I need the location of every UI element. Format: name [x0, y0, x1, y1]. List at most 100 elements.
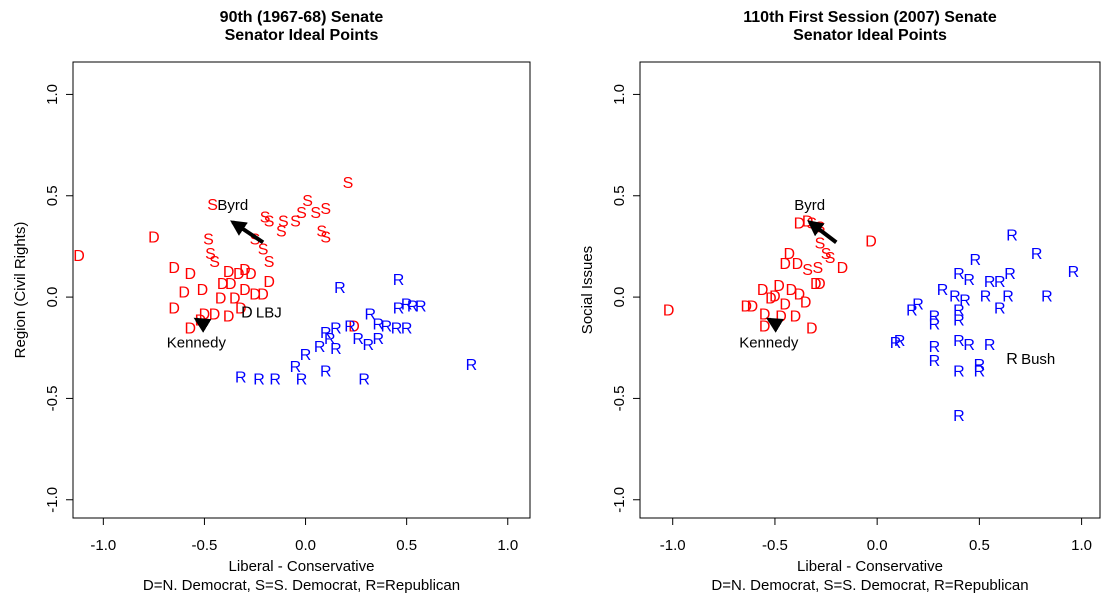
y-tick-label: 0.0	[44, 287, 61, 308]
point-letter: R	[373, 317, 385, 334]
plot-frame	[639, 61, 1101, 519]
point-letter: R	[1041, 288, 1053, 305]
point-letter: D	[757, 282, 769, 299]
point-letter: S	[310, 205, 321, 222]
point-letter: R	[963, 337, 975, 354]
point-letter: D	[235, 300, 247, 317]
arrow	[766, 317, 784, 333]
point-letter: D	[663, 302, 675, 319]
point-letter: D	[223, 309, 235, 326]
point-letter: D	[233, 266, 245, 283]
point-letter: D	[779, 256, 791, 273]
y-tick-label: -0.5	[611, 385, 628, 411]
point-letter: S	[258, 242, 269, 259]
point-letter: D	[741, 298, 753, 315]
point-letter: R	[334, 280, 346, 297]
point-letter: S	[260, 209, 271, 226]
point-letter: R	[974, 357, 986, 374]
point-letter: R	[364, 307, 376, 324]
point-letter: R	[381, 319, 393, 336]
point-letter: D	[148, 230, 160, 247]
point-letter: R	[970, 252, 982, 269]
point-letter: R	[949, 288, 961, 305]
x-tick-label: 0.5	[969, 537, 990, 554]
point-letter: D	[263, 274, 275, 291]
point-letter: R	[980, 288, 992, 305]
point-letter: D	[759, 307, 771, 324]
point-letter: D	[185, 266, 197, 283]
point-letter: D	[199, 307, 211, 324]
point-letter: R	[324, 331, 336, 348]
arrow-label: Kennedy	[167, 334, 227, 351]
point-letter: R	[296, 371, 308, 388]
x-axis-label: Liberal - Conservative	[797, 558, 943, 575]
y-tick-label: 0.5	[44, 185, 61, 206]
point-letter: R	[894, 333, 906, 350]
point-letter: D	[223, 264, 235, 281]
point-letter: D	[348, 319, 360, 336]
point-letter: R	[320, 363, 332, 380]
point-letter: S	[203, 232, 214, 249]
point-letter: S	[296, 205, 307, 222]
x-axis-label: Liberal - Conservative	[229, 558, 375, 575]
point-letter: S	[302, 193, 313, 210]
point-letter: D	[168, 300, 180, 317]
x-tick-label: 0.5	[396, 537, 417, 554]
point-letter: D	[225, 276, 237, 293]
point-letter: D	[245, 266, 257, 283]
point-letter: R	[937, 282, 949, 299]
point-letter: R	[320, 325, 332, 342]
point-letter: R	[890, 335, 902, 352]
point-letter: S	[276, 223, 287, 240]
point-letter: D	[185, 321, 197, 338]
point-letter: R	[953, 363, 965, 380]
point-letter: R	[929, 317, 941, 334]
point-letter: R	[330, 321, 342, 338]
point-letter: D	[786, 282, 798, 299]
point-letter: D	[168, 260, 180, 277]
point-letter: D	[747, 298, 759, 315]
caption: D=N. Democrat, S=S. Democrat, R=Republic…	[143, 577, 460, 594]
point-letter: R	[929, 339, 941, 356]
point-letter: S	[290, 213, 301, 230]
point-letter: D	[783, 246, 795, 263]
x-tick-label: 0.0	[867, 537, 888, 554]
point-letter: D	[249, 286, 261, 303]
point-letter: D	[765, 290, 777, 307]
point-letter: D	[209, 307, 221, 324]
x-tick-label: -1.0	[660, 537, 686, 554]
plot-frame	[72, 61, 531, 519]
point-letter: R	[401, 296, 413, 313]
point-letter: S	[207, 197, 218, 214]
point-letter: R	[393, 272, 405, 289]
point-letter: S	[815, 236, 826, 253]
x-tick-label: 0.0	[295, 537, 316, 554]
point-letter: R	[407, 298, 419, 315]
x-tick-label: -0.5	[762, 537, 788, 554]
point-letter: D	[759, 319, 771, 336]
y-tick-label: 1.0	[611, 84, 628, 105]
point-letter: D	[239, 262, 251, 279]
point-letter: S	[320, 201, 331, 218]
point-letter: S	[205, 246, 216, 263]
point-letter: S	[209, 254, 220, 271]
point-letter: D	[73, 248, 85, 265]
point-letter: S	[250, 232, 261, 249]
point-letter: R	[1006, 351, 1018, 368]
point-letter: R	[415, 298, 427, 315]
point-letter: R	[330, 341, 342, 358]
chart-title: Senator Ideal Points	[225, 27, 379, 44]
point-letter: R	[300, 347, 312, 364]
point-letter: R	[373, 331, 385, 348]
point-letter: R	[953, 313, 965, 330]
point-letter: R	[235, 369, 247, 386]
point-letter: R	[994, 300, 1006, 317]
point-letter: R	[358, 371, 370, 388]
arrow-label: Byrd	[794, 197, 825, 214]
point-letter: R	[953, 408, 965, 425]
point-letter: R	[344, 319, 356, 336]
point-letter: D	[257, 286, 269, 303]
point-letter: R	[953, 266, 965, 283]
point-letter: R	[401, 321, 413, 338]
chart-title: 110th First Session (2007) Senate	[743, 9, 997, 26]
